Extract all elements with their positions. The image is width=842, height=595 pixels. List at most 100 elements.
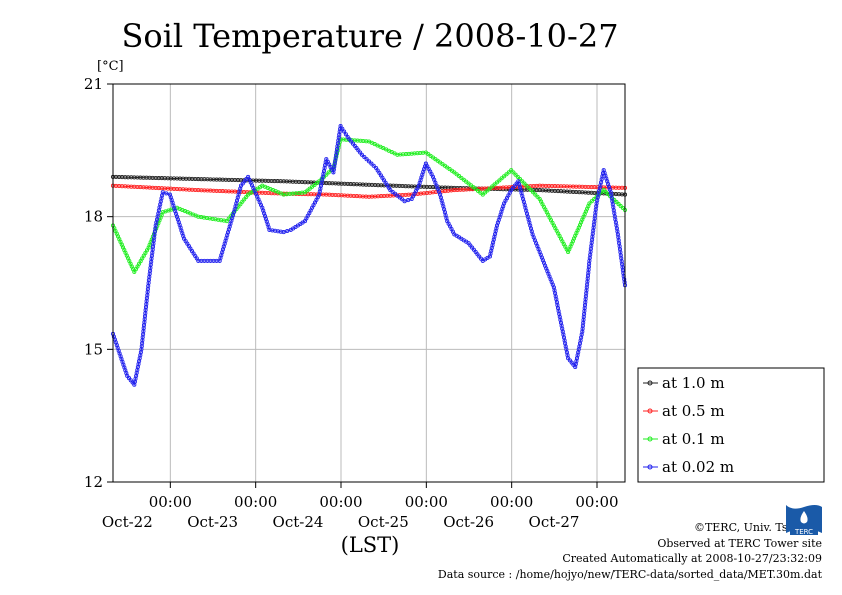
series-point: [528, 188, 533, 193]
legend-swatch-point: [647, 436, 653, 442]
y-tick-label: 18: [84, 208, 103, 226]
x-tick-time-label: 00:00: [490, 493, 533, 511]
series-point: [511, 170, 516, 175]
series-lines: [110, 123, 628, 387]
series-point: [342, 129, 347, 134]
series-point: [535, 194, 540, 199]
legend-label: at 0.5 m: [662, 402, 725, 420]
series-point: [487, 186, 492, 191]
x-tick-time-label: 00:00: [149, 493, 192, 511]
series-point: [605, 192, 610, 197]
y-tick-label: 21: [84, 75, 103, 93]
series-point: [502, 174, 507, 179]
series-point: [513, 172, 518, 177]
series-point: [531, 190, 536, 195]
series-point: [326, 170, 331, 175]
x-tick-time-label: 00:00: [575, 493, 618, 511]
series-point: [238, 202, 243, 207]
series-point: [369, 161, 374, 166]
legend-swatch-point: [647, 408, 653, 414]
series-line: [112, 176, 626, 196]
series-point: [371, 163, 376, 168]
y-axis-label: [°C]: [97, 59, 124, 74]
series-line: [112, 185, 626, 198]
series-point: [599, 190, 604, 195]
series-point: [468, 183, 473, 188]
series-point: [485, 188, 490, 193]
x-tick-date-label: Oct-22: [102, 513, 153, 531]
y-tick-label: 12: [84, 473, 103, 491]
series-point: [515, 174, 520, 179]
series-point: [160, 190, 165, 195]
axis-labels: 12 15 18 21 00:00 Oct-22 00:00 Oct-23 00:00 Oct-2…: [84, 75, 619, 531]
series-point: [587, 201, 592, 206]
x-tick-time-label: 00:00: [319, 493, 362, 511]
x-tick-date-label: Oct-25: [358, 513, 409, 531]
series-point: [461, 177, 466, 182]
series-point: [524, 183, 529, 188]
series-point: [506, 170, 511, 175]
series-point: [388, 188, 393, 193]
chart-title: Soil Temperature / 2008-10-27: [121, 17, 618, 55]
created-text: Created Automatically at 2008-10-27/23:3…: [562, 552, 822, 565]
terc-logo-icon: TERC: [786, 505, 822, 536]
series-point: [400, 197, 405, 202]
series-point: [340, 126, 345, 131]
series-point: [244, 194, 249, 200]
y-tick-label: 15: [84, 340, 103, 358]
series-point: [343, 132, 348, 137]
series-point: [483, 190, 488, 195]
series-point: [616, 202, 621, 207]
x-tick-date-label: Oct-24: [273, 513, 324, 531]
series-point: [497, 178, 502, 183]
series-line: [112, 138, 626, 274]
series-point: [614, 200, 619, 205]
series-point: [526, 185, 531, 190]
source-text: Data source : /home/hojyo/new/TERC-data/…: [437, 567, 822, 581]
x-tick-time-label: 00:00: [405, 493, 448, 511]
x-tick-date-label: Oct-27: [529, 513, 580, 531]
series-point: [478, 190, 483, 195]
series-point: [494, 180, 500, 185]
series-point: [589, 199, 594, 204]
series-point: [504, 172, 509, 177]
series-point: [480, 192, 485, 197]
series-point: [601, 188, 606, 193]
series-point: [402, 199, 407, 204]
series-point: [242, 197, 247, 202]
legend-swatch-point: [647, 464, 653, 470]
series-point: [312, 182, 317, 188]
series-point: [224, 219, 229, 224]
series-point: [603, 190, 608, 195]
plot-area: [112, 83, 626, 483]
series-point: [509, 168, 514, 173]
series-point: [364, 157, 369, 162]
copyright-text: ©TERC, Univ. Tsukuba: [693, 521, 822, 534]
svg-text:TERC: TERC: [794, 528, 813, 536]
series-point: [281, 230, 286, 235]
legend-label: at 0.1 m: [662, 430, 725, 448]
series-point: [366, 159, 372, 164]
grid-lines: [113, 83, 625, 483]
x-tick-date-label: Oct-23: [187, 513, 238, 531]
series-point: [338, 123, 343, 129]
credits-block: ©TERC, Univ. Tsukuba Observed at TERC To…: [438, 520, 822, 582]
series-point: [359, 152, 364, 157]
x-axis-label: (LST): [341, 533, 400, 557]
series-point: [362, 154, 367, 160]
series-point: [522, 181, 527, 186]
series-point: [164, 191, 169, 196]
series-point: [285, 228, 290, 234]
series-point: [533, 192, 538, 197]
legend-label: at 1.0 m: [662, 374, 725, 392]
series-point: [520, 179, 525, 184]
x-tick-time-label: 00:00: [234, 493, 277, 511]
series-point: [490, 184, 495, 189]
series-point: [406, 198, 411, 203]
x-tick-date-label: Oct-26: [443, 513, 494, 531]
series-point: [492, 182, 497, 187]
legend-swatch-point: [647, 380, 653, 386]
legend: at 1.0 m at 0.5 m at 0.1 m at 0.02 m: [637, 367, 825, 483]
series-line: [112, 124, 626, 386]
